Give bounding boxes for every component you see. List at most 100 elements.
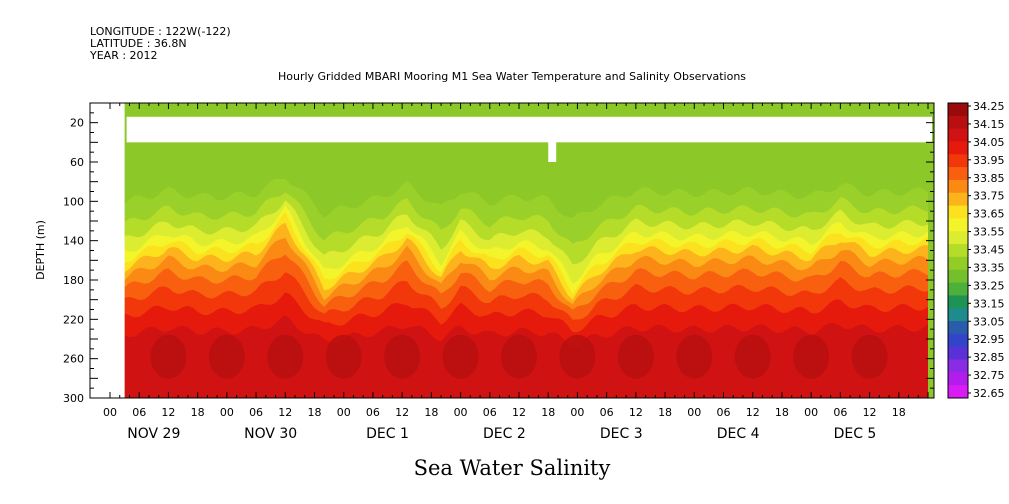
colorbar-swatch: [948, 359, 968, 373]
colorbar-swatch: [948, 218, 968, 232]
chart-title: Hourly Gridded MBARI Mooring M1 Sea Wate…: [278, 70, 746, 83]
x-tick-label: 12: [863, 406, 877, 419]
colorbar-swatch: [948, 179, 968, 194]
colorbar-swatch: [948, 372, 968, 386]
year-label: YEAR : 2012: [89, 49, 158, 62]
x-tick-label: 00: [337, 406, 351, 419]
colorbar-label: 32.75: [973, 369, 1005, 382]
colorbar-swatch: [948, 115, 968, 130]
x-day-label: DEC 4: [717, 426, 760, 442]
data-gap-notch: [548, 141, 557, 162]
colorbar-label: 32.95: [973, 333, 1005, 346]
x-tick-label: 00: [687, 406, 701, 419]
x-tick-label: 18: [775, 406, 789, 419]
colorbar-label: 34.25: [973, 100, 1005, 113]
colorbar-label: 33.55: [973, 226, 1005, 239]
x-tick-label: 06: [249, 406, 263, 419]
y-tick-label: 220: [63, 313, 84, 326]
x-tick-label: 00: [454, 406, 468, 419]
salinity-bands: [124, 178, 929, 398]
x-tick-label: 12: [278, 406, 292, 419]
y-tick-label: 60: [70, 156, 84, 169]
colorbar-swatch: [948, 192, 968, 207]
salinity-core: [851, 334, 888, 379]
x-tick-label: 06: [483, 406, 497, 419]
y-tick-label: 140: [63, 235, 84, 248]
salinity-core: [734, 334, 771, 379]
x-tick-label: 18: [658, 406, 672, 419]
salinity-core: [208, 334, 245, 379]
x-tick-label: 06: [366, 406, 380, 419]
x-tick-label: 00: [220, 406, 234, 419]
x-day-label: DEC 2: [483, 426, 526, 442]
x-tick-label: 12: [746, 406, 760, 419]
colorbar-swatch: [948, 141, 968, 155]
colorbar-label: 33.95: [973, 154, 1005, 167]
colorbar-label: 33.75: [973, 190, 1005, 203]
colorbar-label: 33.15: [973, 297, 1005, 310]
salinity-core: [442, 334, 479, 379]
salinity-core: [559, 334, 596, 379]
x-tick-label: 18: [541, 406, 555, 419]
x-tick-label: 06: [132, 406, 146, 419]
x-tick-label: 00: [103, 406, 117, 419]
colorbar-frame: [947, 102, 969, 399]
colorbar-label: 33.65: [973, 208, 1005, 221]
salinity-plot-area: [89, 102, 935, 399]
colorbar-swatch: [948, 231, 968, 245]
y-axis-label: DEPTH (m): [34, 220, 47, 280]
y-tick-label: 100: [63, 195, 84, 208]
colorbar-swatch: [948, 308, 968, 322]
colorbar-swatch: [948, 282, 968, 296]
colorbar-swatch: [948, 385, 968, 399]
x-tick-label: 06: [600, 406, 614, 419]
longitude-label: LONGITUDE : 122W(-122): [90, 25, 231, 38]
y-tick-label: 260: [63, 353, 84, 366]
x-tick-label: 18: [424, 406, 438, 419]
salinity-core: [325, 334, 362, 379]
x-tick-label: 18: [308, 406, 322, 419]
colorbar-swatch: [948, 103, 968, 117]
colorbar-swatch: [948, 167, 968, 181]
colorbar-label: 33.35: [973, 261, 1005, 274]
x-tick-label: 12: [395, 406, 409, 419]
y-tick-label: 300: [63, 392, 84, 405]
colorbar-label: 33.05: [973, 315, 1005, 328]
x-tick-label: 12: [512, 406, 526, 419]
x-tick-label: 18: [191, 406, 205, 419]
salinity-core: [384, 334, 421, 379]
x-tick-label: 12: [161, 406, 175, 419]
colorbar-swatch: [948, 346, 968, 361]
colorbar-label: 32.85: [973, 351, 1005, 364]
colorbar-swatch: [948, 295, 968, 309]
colorbar: 34.25 34.15 34.05 33.95 33.85 33.75 33.65 33.55…: [947, 100, 1005, 400]
x-day-label: DEC 3: [600, 426, 643, 442]
x-tick-label: 06: [833, 406, 847, 419]
x-axis: 00 06 12 18 00 06 12 18 00 06 12 18 00 06 12 18 00 06 12 18…: [103, 103, 929, 442]
data-gap-band: [126, 116, 933, 143]
colorbar-swatch: [948, 321, 968, 335]
salinity-core: [793, 334, 830, 379]
salinity-core: [150, 334, 187, 379]
y-tick-label: 20: [70, 117, 84, 130]
colorbar-label: 34.15: [973, 118, 1005, 131]
x-day-label: NOV 29: [127, 426, 180, 442]
colorbar-swatch: [948, 333, 968, 348]
x-tick-label: 06: [717, 406, 731, 419]
latitude-label: LATITUDE : 36.8N: [90, 37, 187, 50]
colorbar-swatch: [948, 154, 968, 168]
salinity-core: [617, 334, 654, 379]
colorbar-swatch: [948, 205, 968, 219]
colorbar-label: 32.65: [973, 387, 1005, 400]
x-day-label: DEC 1: [366, 426, 409, 442]
x-day-label: DEC 5: [834, 426, 877, 442]
x-tick-label: 18: [892, 406, 906, 419]
colorbar-swatch: [948, 269, 968, 284]
salinity-core: [501, 334, 537, 379]
y-tick-label: 180: [63, 274, 84, 287]
colorbar-label: 33.45: [973, 244, 1005, 257]
x-tick-label: 00: [804, 406, 818, 419]
colorbar-swatch: [948, 256, 968, 271]
colorbar-label: 33.25: [973, 279, 1005, 292]
